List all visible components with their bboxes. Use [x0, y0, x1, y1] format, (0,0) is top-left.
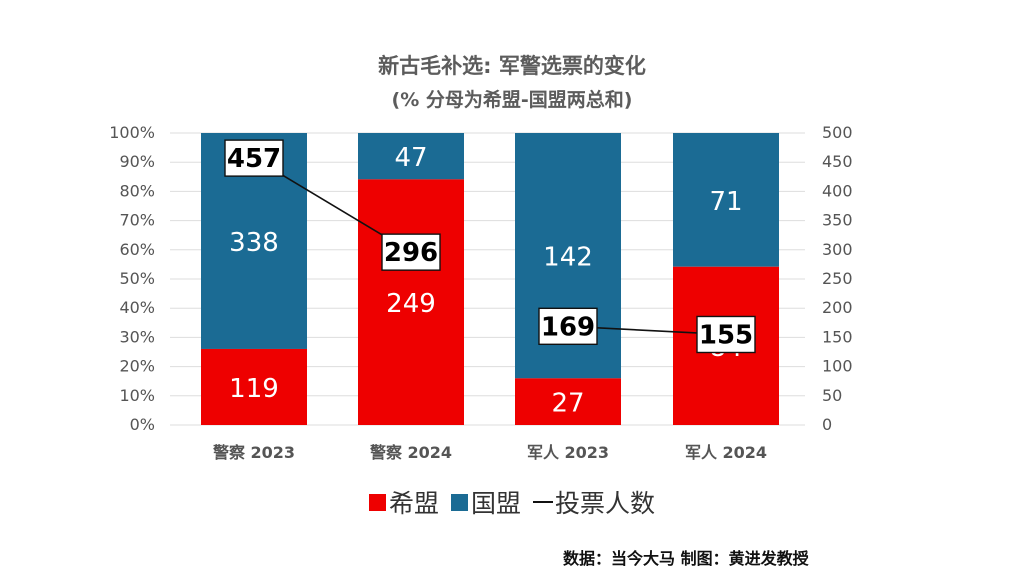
bar-pn — [358, 133, 464, 180]
chart-title: 新古毛补选: 军警选票的变化 — [378, 54, 646, 78]
left-tick-label: 10% — [119, 386, 155, 405]
left-tick-label: 60% — [119, 240, 155, 259]
category-label: 军人 2024 — [685, 443, 767, 462]
votes-label: 169 — [541, 312, 595, 342]
right-tick-label: 200 — [822, 298, 853, 317]
votes-label: 155 — [699, 320, 753, 350]
votes-label: 457 — [227, 144, 281, 174]
right-tick-label: 250 — [822, 269, 853, 288]
bar-ph — [201, 348, 307, 425]
category-label: 警察 2024 — [369, 443, 452, 462]
votes-label: 296 — [384, 238, 438, 268]
legend-label-ph: 希盟 — [388, 489, 439, 518]
left-tick-label: 70% — [119, 211, 155, 230]
bar-pn — [673, 133, 779, 267]
legend-line-votes — [533, 501, 553, 503]
legend-label-pn: 国盟 — [470, 489, 521, 518]
legend-item-votes: 投票人数 — [533, 484, 655, 520]
votes-label-box — [224, 139, 284, 177]
right-tick-label: 350 — [822, 211, 853, 230]
bar-label-pn: 142 — [543, 243, 593, 273]
left-tick-label: 90% — [119, 152, 155, 171]
votes-label-box — [696, 315, 756, 354]
right-tick-label: 100 — [822, 357, 853, 376]
votes-label-box — [381, 233, 441, 271]
left-tick-label: 80% — [119, 181, 155, 200]
left-tick-label: 40% — [119, 298, 155, 317]
legend-item-pn: 国盟 — [450, 484, 521, 520]
legend: 希盟 国盟 投票人数 — [0, 484, 1024, 520]
left-tick-label: 50% — [119, 269, 155, 288]
category-label: 警察 2023 — [212, 443, 295, 462]
right-tick-label: 0 — [822, 415, 832, 434]
bar-label-pn: 338 — [229, 228, 279, 258]
right-tick-label: 400 — [822, 181, 853, 200]
legend-label-votes: 投票人数 — [555, 489, 656, 518]
source-credit: 数据：当今大马 制图：黄进发教授 — [563, 549, 809, 568]
chart-subtitle: (% 分母为希盟-国盟两总和) — [391, 89, 633, 111]
left-tick-label: 30% — [119, 327, 155, 346]
right-tick-label: 150 — [822, 327, 853, 346]
right-tick-label: 300 — [822, 240, 853, 259]
bar-label-ph: 27 — [551, 389, 584, 419]
bar-label-ph: 119 — [229, 374, 279, 404]
bar-label-pn: 47 — [394, 143, 427, 173]
bar-label-pn: 71 — [709, 187, 742, 217]
left-tick-label: 100% — [109, 123, 155, 142]
bar-label-ph: 249 — [386, 289, 436, 319]
right-tick-label: 50 — [822, 386, 842, 405]
left-tick-label: 0% — [130, 415, 155, 434]
legend-swatch-ph — [368, 493, 386, 511]
legend-item-ph: 希盟 — [368, 484, 439, 520]
category-label: 军人 2023 — [527, 443, 609, 462]
left-tick-label: 20% — [119, 357, 155, 376]
right-tick-label: 450 — [822, 152, 853, 171]
votes-label-box — [538, 307, 598, 346]
right-tick-label: 500 — [822, 123, 853, 142]
bar-ph — [358, 179, 464, 425]
bar-ph — [515, 378, 621, 425]
legend-swatch-pn — [450, 493, 468, 511]
